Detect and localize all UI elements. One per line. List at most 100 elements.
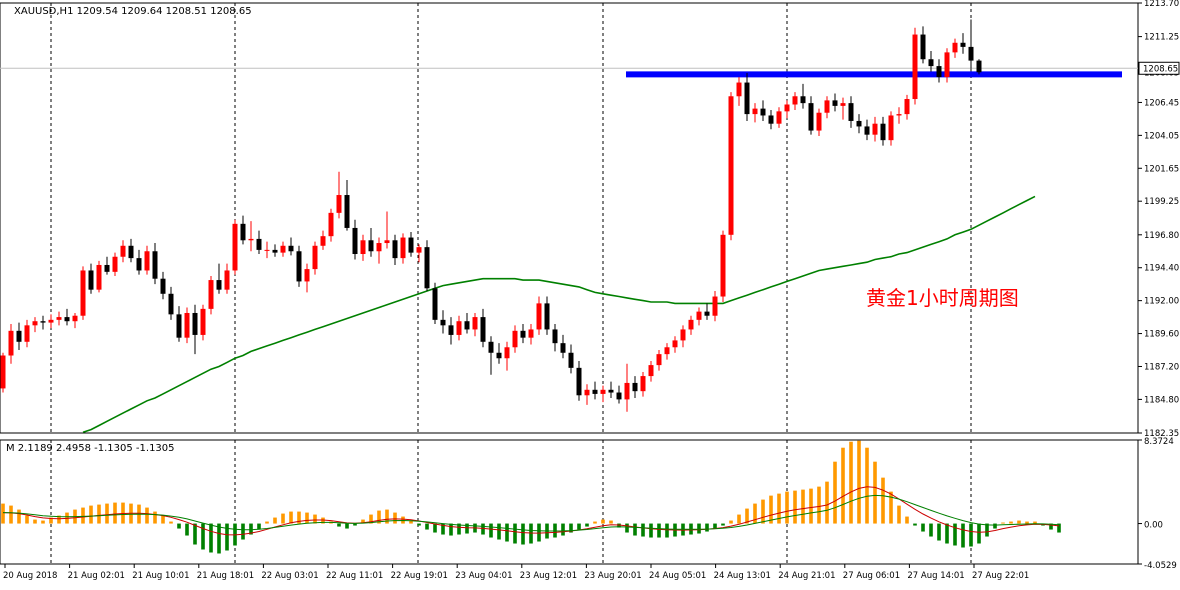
macd-histogram-bar: [761, 499, 765, 524]
macd-histogram-bar: [505, 523, 509, 542]
macd-histogram-bar: [281, 513, 285, 524]
macd-histogram-bar: [9, 505, 13, 524]
candle: [904, 94, 910, 120]
price-tick-label: 1192.00: [1144, 297, 1179, 307]
macd-histogram-bar: [825, 481, 829, 524]
macd-histogram-bar: [113, 502, 117, 524]
macd-histogram-bar: [881, 477, 885, 524]
candle: [104, 256, 110, 275]
candle: [784, 100, 790, 119]
candle: [424, 240, 430, 292]
macd-histogram-bar: [457, 523, 461, 535]
macd-histogram-bar: [145, 507, 149, 524]
macd-histogram-bar: [801, 489, 805, 524]
candle: [8, 323, 14, 364]
candle: [624, 363, 630, 412]
macd-histogram-bar: [713, 523, 717, 529]
candle: [576, 360, 582, 401]
time-tick-label: 21 Aug 02:01: [68, 571, 125, 581]
candle: [592, 381, 598, 400]
candle: [280, 241, 286, 257]
time-tick-label: 22 Aug 19:01: [391, 571, 448, 581]
candle: [584, 384, 590, 405]
candle: [272, 244, 278, 257]
macd-histogram-bar: [273, 517, 277, 524]
candle: [456, 315, 462, 341]
macd-histogram-bar: [17, 509, 21, 524]
candle: [720, 230, 726, 303]
candle: [840, 97, 846, 120]
macd-histogram-bar: [921, 523, 925, 532]
time-tick-label: 23 Aug 04:01: [455, 571, 512, 581]
macd-histogram-bar: [849, 441, 853, 524]
macd-histogram-bar: [409, 520, 413, 524]
macd-tick-label: 8.3724: [1144, 437, 1174, 447]
candle: [648, 360, 654, 382]
macd-histogram-bar: [961, 523, 965, 548]
macd-histogram-bar: [225, 523, 229, 551]
candle: [928, 51, 934, 72]
macd-histogram-bar: [585, 523, 589, 527]
candle: [312, 241, 318, 275]
macd-histogram-bar: [161, 515, 165, 524]
macd-histogram-bar: [385, 509, 389, 524]
candle: [144, 245, 150, 275]
macd-histogram-bar: [337, 523, 341, 527]
time-tick-label: 21 Aug 10:01: [132, 571, 189, 581]
macd-histogram-bar: [785, 491, 789, 524]
time-tick-label: 24 Aug 21:01: [778, 571, 835, 581]
time-tick-label: 24 Aug 05:01: [649, 571, 706, 581]
time-tick-label: 23 Aug 12:01: [520, 571, 577, 581]
current-price-label: 1208.65: [1143, 64, 1178, 74]
macd-histogram-bar: [305, 512, 309, 524]
macd-histogram-bar: [769, 495, 773, 524]
macd-histogram-bar: [929, 523, 933, 537]
candle: [192, 304, 198, 355]
macd-histogram-bar: [241, 523, 245, 540]
chart-annotation: 黄金1小时周期图: [866, 286, 1019, 310]
time-tick-label: 27 Aug 06:01: [843, 571, 900, 581]
candle: [816, 108, 822, 137]
macd-histogram-bar: [105, 503, 109, 524]
candle: [752, 103, 758, 123]
candle: [184, 307, 190, 344]
macd-histogram-bar: [665, 523, 669, 538]
macd-histogram-bar: [89, 505, 93, 524]
candle: [968, 19, 974, 69]
candle: [552, 323, 558, 352]
macd-histogram-bar: [657, 523, 661, 538]
candle: [600, 385, 606, 403]
price-tick-label: 1211.25: [1144, 33, 1179, 43]
macd-histogram-bar: [41, 520, 45, 524]
macd-histogram-bar: [289, 511, 293, 524]
macd-histogram-bar: [1, 503, 5, 524]
price-tick-label: 1194.40: [1144, 264, 1179, 274]
candle: [328, 208, 334, 242]
macd-histogram-bar: [537, 523, 541, 542]
macd-histogram-bar: [489, 523, 493, 538]
candle: [472, 312, 478, 337]
candle: [960, 33, 966, 54]
macd-histogram-bar: [897, 505, 901, 524]
macd-histogram-bar: [321, 517, 325, 524]
macd-signal-line: [2, 494, 1060, 532]
candle: [216, 263, 222, 294]
macd-histogram-bar: [633, 523, 637, 536]
price-tick-label: 1187.20: [1144, 362, 1179, 372]
macd-histogram-bar: [705, 523, 709, 532]
moving-average-line: [82, 195, 1036, 434]
macd-histogram-bar: [609, 520, 613, 524]
candle: [40, 315, 46, 330]
time-tick-label: 22 Aug 03:01: [261, 571, 318, 581]
macd-histogram-bar: [33, 519, 37, 524]
candle: [560, 334, 566, 359]
candle: [96, 260, 102, 293]
macd-histogram-bar: [641, 523, 645, 537]
candle: [888, 111, 894, 146]
candle: [384, 211, 390, 249]
candle: [616, 385, 622, 404]
macd-histogram-bar: [745, 508, 749, 524]
candle: [912, 27, 918, 105]
